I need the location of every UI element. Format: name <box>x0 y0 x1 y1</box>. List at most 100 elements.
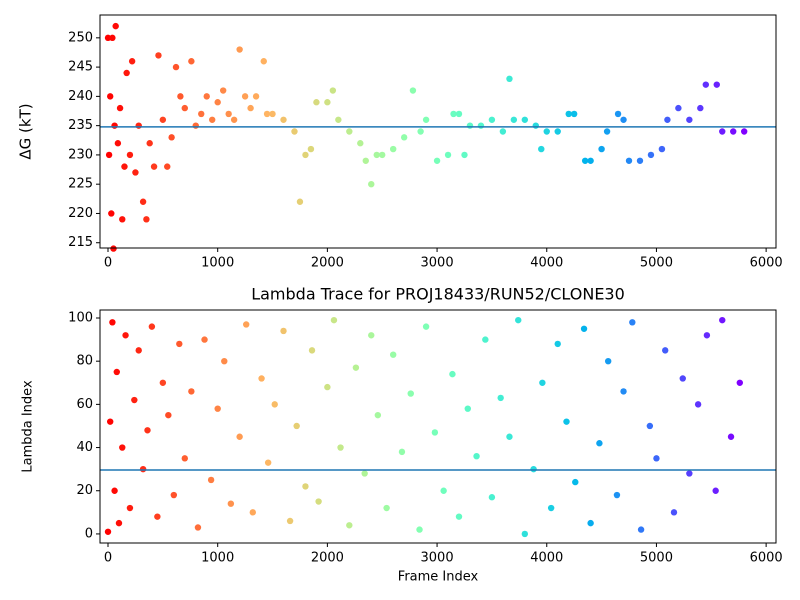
data-point <box>132 169 139 176</box>
x-tick-label: 1000 <box>201 256 234 271</box>
data-point <box>219 87 227 94</box>
data-point <box>329 87 337 94</box>
data-point <box>109 34 116 42</box>
data-point <box>539 379 546 386</box>
data-point <box>330 316 338 324</box>
data-point <box>315 498 322 505</box>
data-point <box>114 140 122 147</box>
data-point <box>431 429 439 436</box>
data-point <box>110 245 117 252</box>
data-point <box>482 336 489 343</box>
data-point <box>596 440 603 447</box>
data-point <box>143 216 150 223</box>
data-point <box>455 513 463 520</box>
x-tick-label: 5000 <box>640 551 673 566</box>
data-point <box>227 500 235 507</box>
data-point <box>636 157 644 164</box>
data-point <box>214 99 221 106</box>
data-point <box>702 81 710 88</box>
data-point <box>203 93 210 100</box>
x-tick-label: 6000 <box>750 551 783 566</box>
data-point <box>198 110 205 118</box>
data-point <box>293 422 300 430</box>
data-point <box>346 128 353 135</box>
data-point <box>112 22 119 30</box>
data-point <box>107 93 114 100</box>
data-point <box>194 524 202 531</box>
data-point <box>181 455 188 462</box>
data-point <box>647 151 655 159</box>
data-point <box>150 163 158 170</box>
data-point <box>620 116 627 123</box>
data-point <box>324 99 331 106</box>
data-point <box>362 157 369 164</box>
data-point <box>170 491 178 499</box>
data-point <box>506 433 513 440</box>
data-point <box>241 93 249 100</box>
data-point <box>146 140 153 147</box>
y-tick-label: 250 <box>68 30 93 45</box>
x-tick-label: 4000 <box>530 551 563 566</box>
x-tick-label: 4000 <box>530 256 563 271</box>
data-point <box>188 58 195 65</box>
data-point <box>280 116 287 123</box>
data-point <box>433 157 441 164</box>
data-point <box>736 379 744 386</box>
data-point <box>139 465 147 473</box>
y-tick-label: 220 <box>68 206 93 221</box>
data-point <box>104 34 112 42</box>
data-point <box>727 433 735 440</box>
data-point <box>172 63 180 71</box>
data-point <box>580 325 588 332</box>
x-tick-label: 0 <box>104 551 112 566</box>
data-point <box>108 210 115 217</box>
y-tick-label: 20 <box>76 483 93 498</box>
data-point <box>123 69 130 77</box>
data-point <box>154 513 161 520</box>
data-point <box>263 110 271 118</box>
data-point <box>116 104 124 112</box>
data-point <box>389 351 397 358</box>
y-tick-label: 0 <box>85 526 93 541</box>
data-point <box>614 110 622 118</box>
data-point <box>625 157 633 164</box>
axes-frame <box>99 14 777 249</box>
data-point <box>373 151 380 159</box>
data-point <box>712 487 719 494</box>
data-point <box>521 530 529 538</box>
data-point <box>181 104 188 112</box>
data-point <box>488 116 496 123</box>
data-point <box>499 128 507 135</box>
data-point <box>225 110 232 118</box>
y-tick-label: 100 <box>68 310 93 325</box>
data-point <box>449 370 456 378</box>
data-point <box>675 104 682 112</box>
data-point <box>286 517 294 525</box>
data-point <box>464 405 471 412</box>
data-point <box>713 81 720 88</box>
data-point <box>400 134 408 141</box>
data-point <box>719 316 726 324</box>
x-tick-label: 3000 <box>421 256 454 271</box>
data-point <box>565 110 572 118</box>
data-point <box>148 323 156 330</box>
data-point <box>477 122 485 129</box>
data-point <box>703 332 711 339</box>
chart-title: Lambda Trace for PROJ18433/RUN52/CLONE30 <box>251 285 625 304</box>
data-point <box>572 478 579 486</box>
data-point <box>131 396 138 404</box>
data-point <box>646 422 654 430</box>
data-point <box>135 122 142 129</box>
data-point <box>135 347 142 354</box>
data-point <box>554 128 561 135</box>
y-tick-label: 240 <box>68 89 93 104</box>
data-point <box>604 357 612 365</box>
data-point <box>269 110 276 118</box>
data-point <box>105 151 113 159</box>
data-point <box>126 504 134 512</box>
data-point <box>488 494 496 501</box>
data-point <box>719 128 726 135</box>
data-point <box>598 145 605 153</box>
data-point <box>679 375 686 382</box>
